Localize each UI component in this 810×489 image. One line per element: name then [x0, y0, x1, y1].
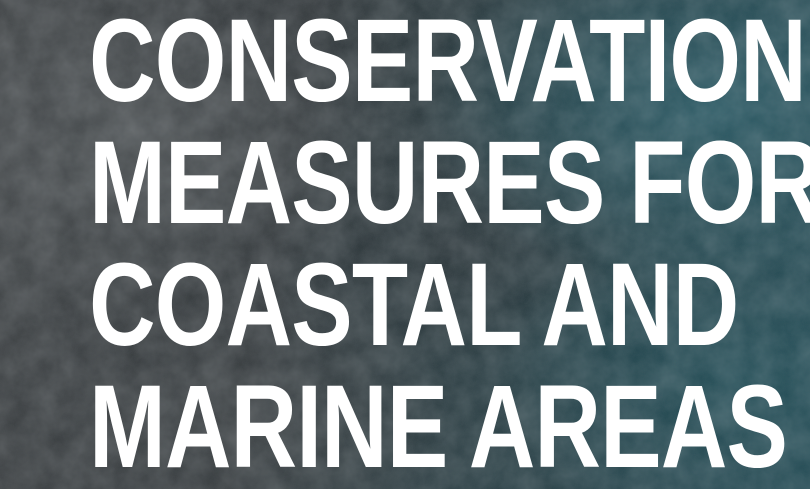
title-line-2: MEASURES FOR [89, 117, 810, 249]
title-line-1: CONSERVATION [89, 0, 807, 127]
title-line-3: COASTAL AND [89, 239, 739, 371]
title-line-4: MARINE AREAS [89, 361, 788, 489]
